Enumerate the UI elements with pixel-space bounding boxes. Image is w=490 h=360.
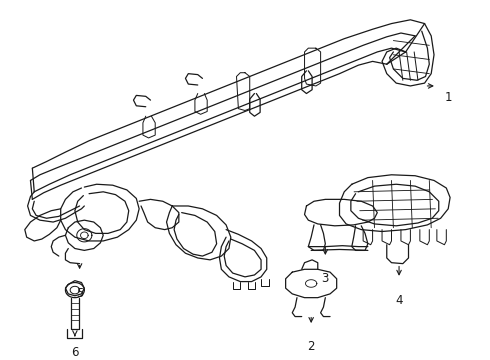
Text: 5: 5 — [76, 287, 83, 300]
Text: 1: 1 — [444, 91, 452, 104]
Text: 2: 2 — [307, 340, 315, 353]
Text: 3: 3 — [321, 272, 329, 285]
Text: 4: 4 — [395, 294, 403, 307]
Text: 6: 6 — [71, 346, 78, 359]
